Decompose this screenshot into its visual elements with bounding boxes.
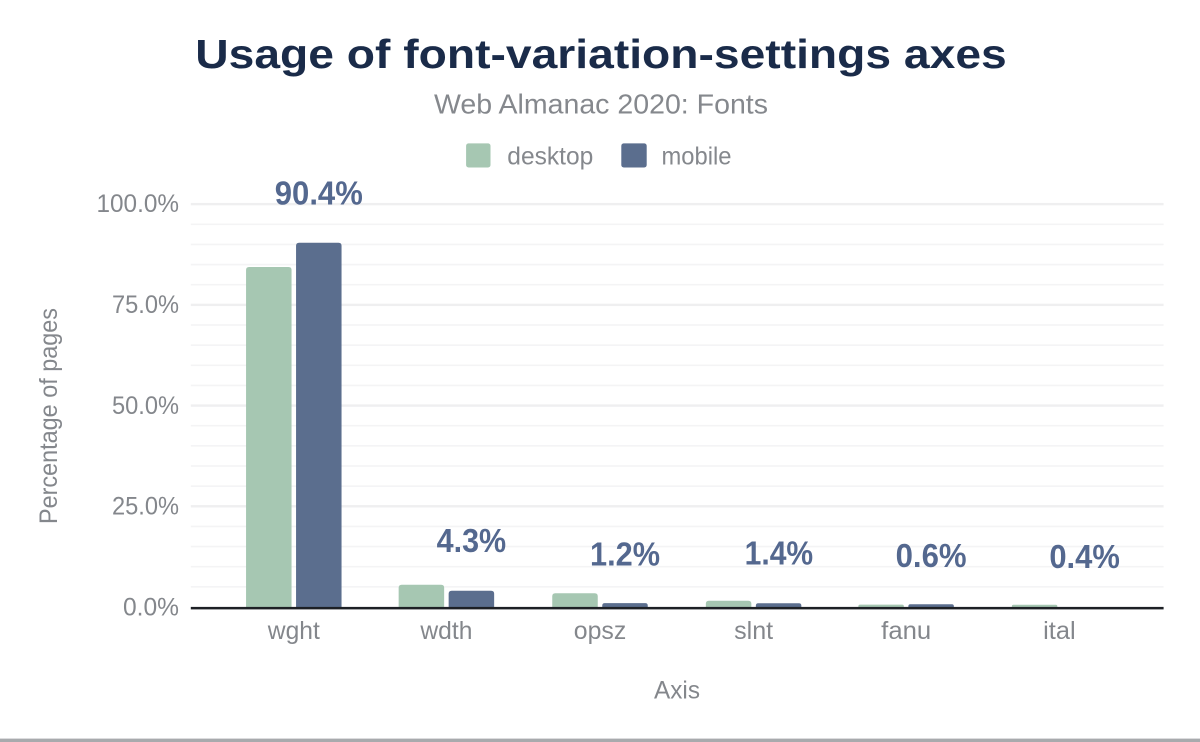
svg-text:wdth: wdth — [419, 617, 472, 645]
svg-text:mobile: mobile — [662, 143, 732, 171]
svg-text:0.4%: 0.4% — [1049, 538, 1120, 575]
svg-text:opsz: opsz — [574, 617, 627, 645]
svg-text:25.0%: 25.0% — [112, 493, 179, 521]
svg-text:slnt: slnt — [734, 617, 773, 645]
svg-text:Web Almanac 2020: Fonts: Web Almanac 2020: Fonts — [434, 88, 768, 119]
svg-text:100.0%: 100.0% — [97, 190, 180, 218]
svg-text:50.0%: 50.0% — [112, 392, 179, 420]
svg-text:ital: ital — [1043, 617, 1076, 645]
svg-text:0.0%: 0.0% — [123, 594, 179, 622]
svg-text:90.4%: 90.4% — [275, 175, 363, 212]
svg-text:4.3%: 4.3% — [437, 522, 507, 559]
svg-text:1.4%: 1.4% — [745, 535, 814, 572]
svg-text:Usage of font-variation-settin: Usage of font-variation-settings axes — [195, 31, 1007, 77]
svg-text:desktop: desktop — [507, 143, 593, 171]
svg-text:wght: wght — [267, 617, 320, 645]
svg-text:1.2%: 1.2% — [590, 535, 660, 572]
svg-text:Axis: Axis — [654, 677, 700, 705]
svg-text:Percentage of pages: Percentage of pages — [35, 308, 63, 524]
svg-text:0.6%: 0.6% — [896, 537, 967, 574]
svg-text:75.0%: 75.0% — [112, 291, 179, 319]
svg-text:fanu: fanu — [881, 617, 931, 645]
